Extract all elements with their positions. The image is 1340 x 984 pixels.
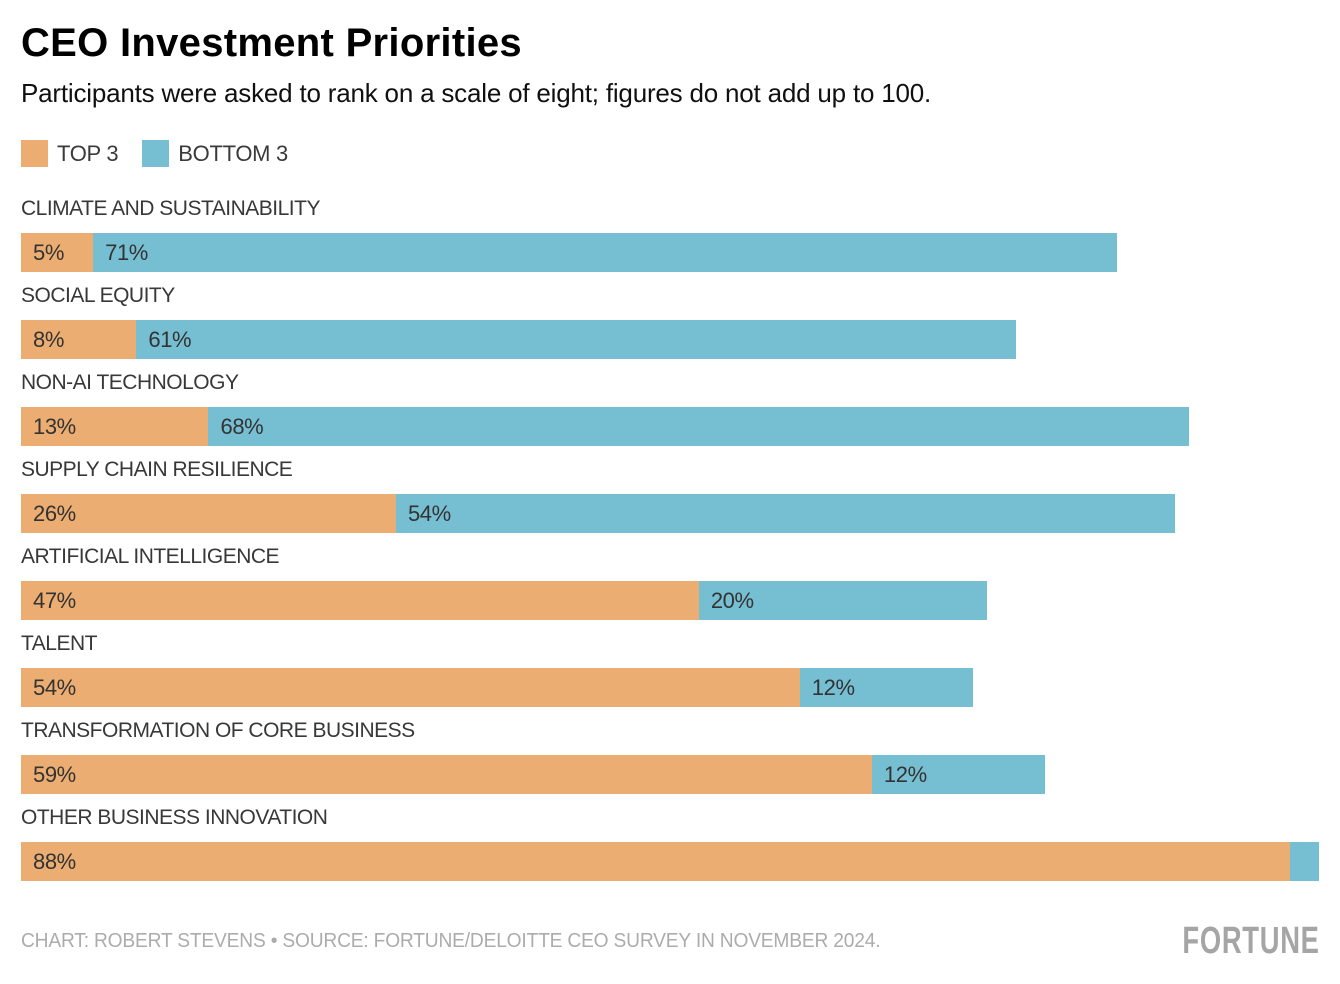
bar-segment-top3: 59% (21, 755, 872, 794)
bar-segment-bottom3: 12% (799, 668, 973, 707)
category-label: ARTIFICIAL INTELLIGENCE (21, 545, 280, 568)
stacked-bar: 8% 61% (21, 320, 1320, 359)
fortune-logo: FORTUNE (1182, 919, 1320, 962)
chart-subtitle: Participants were asked to rank on a sca… (21, 78, 932, 108)
category-label: CLIMATE AND SUSTAINABILITY (21, 197, 320, 220)
bar-segment-bottom3: 68% (208, 407, 1190, 446)
segment-value-label: 47% (33, 587, 76, 613)
segment-value-label: 71% (105, 239, 148, 265)
footer-credit: CHART: ROBERT STEVENS • SOURCE: FORTUNE/… (21, 929, 881, 952)
bar-segment-top3: 54% (21, 668, 800, 707)
stacked-bar: 54% 12% (21, 668, 1320, 707)
chart-row: TRANSFORMATION OF CORE BUSINESS 59% 12% (21, 718, 1320, 794)
stacked-bar: 5% 71% (21, 233, 1320, 272)
bar-segment-top3: 88% (21, 842, 1291, 881)
bar-segment-top3: 13% (21, 407, 209, 446)
chart-row: CLIMATE AND SUSTAINABILITY 5% 71% (21, 196, 1320, 272)
bar-segment-top3: 8% (21, 320, 137, 359)
legend-swatch-top3 (21, 140, 48, 167)
category-label: NON-AI TECHNOLOGY (21, 371, 239, 394)
bar-segment-top3: 26% (21, 494, 396, 533)
segment-value-label: 54% (33, 674, 76, 700)
footer: CHART: ROBERT STEVENS • SOURCE: FORTUNE/… (21, 919, 1320, 962)
chart-title: CEO Investment Priorities (21, 21, 522, 65)
chart-row: SOCIAL EQUITY 8% 61% (21, 283, 1320, 359)
bar-segment-top3: 47% (21, 581, 699, 620)
segment-value-label: 61% (148, 326, 192, 352)
stacked-bar: 26% 54% (21, 494, 1320, 533)
legend-item-bottom3: BOTTOM 3 (142, 140, 288, 167)
bar-segment-bottom3: 54% (395, 494, 1175, 533)
bar-segment-bottom3: 71% (93, 233, 1118, 272)
legend: TOP 3 BOTTOM 3 (21, 140, 1320, 167)
stacked-bar: 13% 68% (21, 407, 1320, 446)
chart-row: ARTIFICIAL INTELLIGENCE 47% 20% (21, 544, 1320, 620)
chart-row: NON-AI TECHNOLOGY 13% 68% (21, 370, 1320, 446)
category-label: OTHER BUSINESS INNOVATION (21, 806, 328, 829)
segment-value-label: 54% (407, 500, 451, 526)
chart-content: CEO Investment Priorities Participants w… (0, 21, 1340, 881)
category-label: TALENT (21, 632, 97, 655)
segment-value-label: 20% (710, 587, 754, 613)
category-label: SUPPLY CHAIN RESILIENCE (21, 458, 293, 481)
stacked-bar: 88% (21, 842, 1320, 881)
segment-value-label: 68% (220, 413, 264, 439)
segment-value-label: 5% (33, 239, 64, 265)
segment-value-label: 13% (33, 413, 76, 439)
bar-segment-bottom3: 20% (698, 581, 988, 620)
bar-segment-bottom3: 61% (136, 320, 1017, 359)
chart-row: TALENT 54% 12% (21, 631, 1320, 707)
legend-item-top3: TOP 3 (21, 140, 119, 167)
segment-value-label: 26% (33, 500, 76, 526)
category-label: SOCIAL EQUITY (21, 284, 175, 307)
bar-chart: CLIMATE AND SUSTAINABILITY 5% 71% SOCIAL EQ… (21, 196, 1320, 881)
chart-row: OTHER BUSINESS INNOVATION 88% (21, 805, 1320, 881)
segment-value-label: 12% (883, 761, 927, 787)
bar-segment-bottom3: 12% (871, 755, 1045, 794)
legend-swatch-bottom3 (142, 140, 170, 167)
segment-value-label: 59% (33, 761, 76, 787)
segment-value-label: 12% (811, 674, 855, 700)
category-label: TRANSFORMATION OF CORE BUSINESS (21, 719, 415, 742)
chart-row: SUPPLY CHAIN RESILIENCE 26% 54% (21, 457, 1320, 533)
bar-segment-bottom3 (1290, 842, 1319, 881)
segment-value-label: 88% (33, 848, 76, 874)
legend-label-top3: TOP 3 (57, 140, 119, 166)
segment-value-label: 8% (33, 326, 64, 352)
stacked-bar: 59% 12% (21, 755, 1320, 794)
bar-segment-top3: 5% (21, 233, 94, 272)
stacked-bar: 47% 20% (21, 581, 1320, 620)
legend-label-bottom3: BOTTOM 3 (178, 140, 288, 166)
